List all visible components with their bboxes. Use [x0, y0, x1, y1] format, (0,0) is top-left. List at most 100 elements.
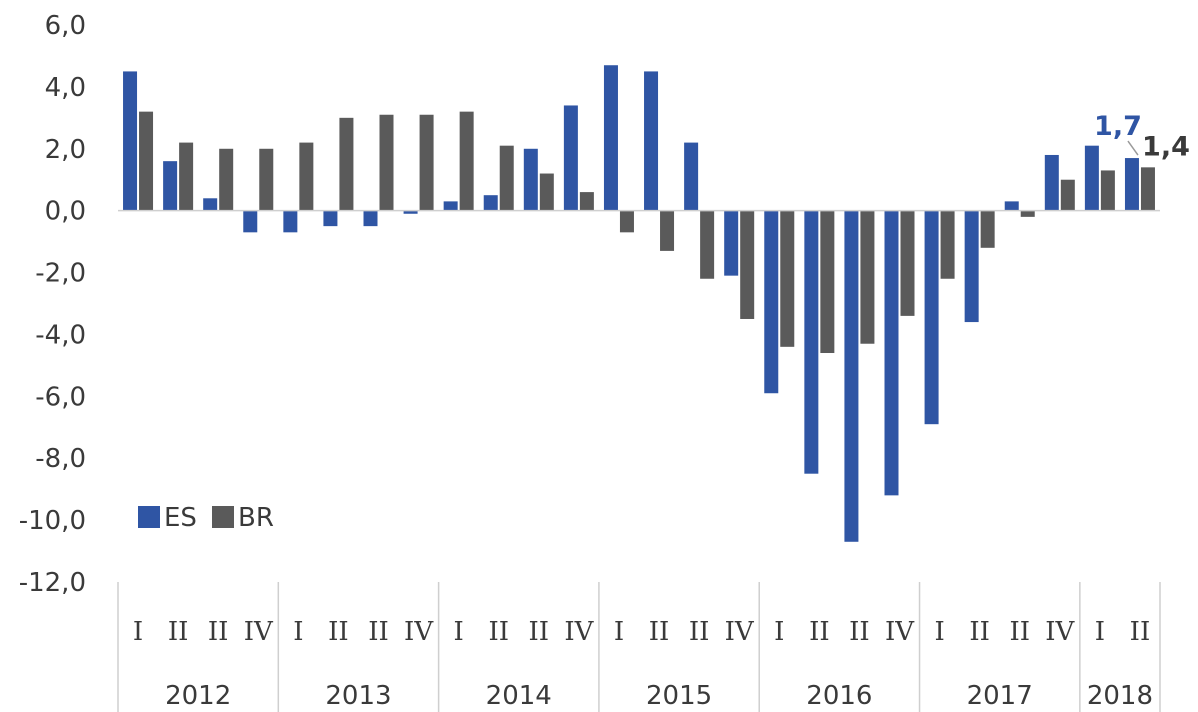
y-tick-label: 2,0	[45, 135, 86, 165]
bar-es	[724, 210, 739, 276]
y-tick-label: 0,0	[45, 197, 86, 227]
bar-br	[619, 210, 634, 233]
bars	[123, 65, 1155, 542]
bar-es	[644, 71, 659, 211]
bar-es	[684, 142, 699, 211]
annotation-br-last: 1,4	[1142, 131, 1190, 162]
x-tick-quarter: II	[328, 617, 349, 647]
bar-es	[483, 195, 498, 211]
bar-br	[539, 173, 554, 211]
x-tick-quarter: II	[208, 617, 229, 647]
bar-es	[403, 210, 418, 214]
bar-es	[804, 210, 819, 474]
x-tick-quarter: I	[133, 617, 143, 647]
x-tick-quarter: IV	[725, 617, 755, 647]
bar-br	[139, 111, 154, 211]
bar-es	[523, 148, 538, 211]
legend-label-es: ES	[164, 503, 197, 533]
x-tick-year: 2016	[806, 681, 872, 711]
x-tick-quarter: IV	[885, 617, 915, 647]
y-tick-label: 6,0	[45, 11, 86, 41]
bar-br	[1100, 170, 1115, 211]
bar-es	[1004, 201, 1019, 211]
x-tick-quarter: II	[849, 617, 870, 647]
bar-br	[940, 210, 955, 279]
bar-br	[1020, 210, 1035, 217]
bar-br	[499, 145, 514, 211]
bar-br	[900, 210, 915, 316]
bar-es	[844, 210, 859, 542]
x-tick-quarter: II	[689, 617, 710, 647]
x-tick-year: 2018	[1087, 681, 1153, 711]
x-tick-year: 2013	[325, 681, 391, 711]
annotation-leader-line	[1127, 140, 1139, 156]
x-tick-quarter: I	[293, 617, 303, 647]
y-tick-label: -2,0	[35, 259, 86, 289]
x-tick-quarter: II	[529, 617, 550, 647]
bar-es	[323, 210, 338, 227]
bar-es	[1044, 154, 1059, 211]
x-tick-year: 2015	[646, 681, 712, 711]
bar-br	[700, 210, 715, 279]
bar-es	[163, 161, 178, 211]
bar-es	[443, 201, 458, 211]
bar-br	[219, 148, 234, 211]
x-tick-quarter: II	[969, 617, 990, 647]
bar-es	[764, 210, 779, 394]
bar-br	[459, 111, 474, 211]
legend-swatch-es	[138, 506, 160, 528]
bar-es	[203, 198, 218, 211]
y-tick-label: -4,0	[35, 320, 86, 350]
bar-es	[884, 210, 899, 496]
x-tick-year: 2012	[165, 681, 231, 711]
bar-es	[123, 71, 138, 211]
legend-swatch-br	[212, 506, 234, 528]
x-tick-quarter: I	[934, 617, 944, 647]
annotation-es-last: 1,7	[1094, 111, 1142, 142]
legend-label-br: BR	[238, 503, 274, 533]
bar-br	[1060, 179, 1075, 211]
bar-es	[964, 210, 979, 323]
bar-br	[379, 114, 394, 211]
legend: ES BR	[138, 503, 274, 533]
y-tick-label: -8,0	[35, 444, 86, 474]
y-tick-label: -12,0	[19, 568, 86, 598]
bar-br	[179, 142, 194, 211]
x-tick-quarter: II	[368, 617, 389, 647]
bar-es	[603, 65, 618, 211]
bar-br	[660, 210, 675, 251]
y-tick-label: -6,0	[35, 382, 86, 412]
x-tick-quarter: I	[1095, 617, 1105, 647]
x-tick-quarter: II	[809, 617, 830, 647]
y-tick-label: -10,0	[19, 506, 86, 536]
bar-es	[1124, 158, 1139, 211]
bar-es	[924, 210, 939, 425]
x-tick-quarter: IV	[404, 617, 434, 647]
bar-br	[1140, 167, 1155, 211]
x-tick-quarter: IV	[244, 617, 274, 647]
x-axis: I II II IV I II II IV I II II IV I II II IV I II II IV I II II…	[117, 582, 1161, 712]
bar-br	[419, 114, 434, 211]
bar-br	[780, 210, 795, 347]
bar-br	[740, 210, 755, 319]
x-tick-quarter: II	[1130, 617, 1151, 647]
x-tick-quarter: I	[774, 617, 784, 647]
bar-br	[339, 117, 354, 211]
bar-br	[980, 210, 995, 248]
y-axis: 6,0 4,0 2,0 0,0 -2,0 -4,0 -6,0 -8,0 -10,0 -12,0	[19, 11, 86, 598]
bar-br	[820, 210, 835, 354]
x-tick-quarter: II	[649, 617, 670, 647]
x-tick-quarter: II	[488, 617, 509, 647]
bar-es	[283, 210, 298, 233]
x-tick-year: 2017	[967, 681, 1033, 711]
bar-es	[363, 210, 378, 227]
bar-br	[579, 192, 594, 211]
x-tick-year: 2014	[486, 681, 552, 711]
y-tick-label: 4,0	[45, 73, 86, 103]
bar-br	[299, 142, 314, 211]
x-tick-quarter: II	[1009, 617, 1030, 647]
x-tick-quarter: I	[454, 617, 464, 647]
bar-es	[243, 210, 258, 233]
bar-es	[563, 105, 578, 211]
